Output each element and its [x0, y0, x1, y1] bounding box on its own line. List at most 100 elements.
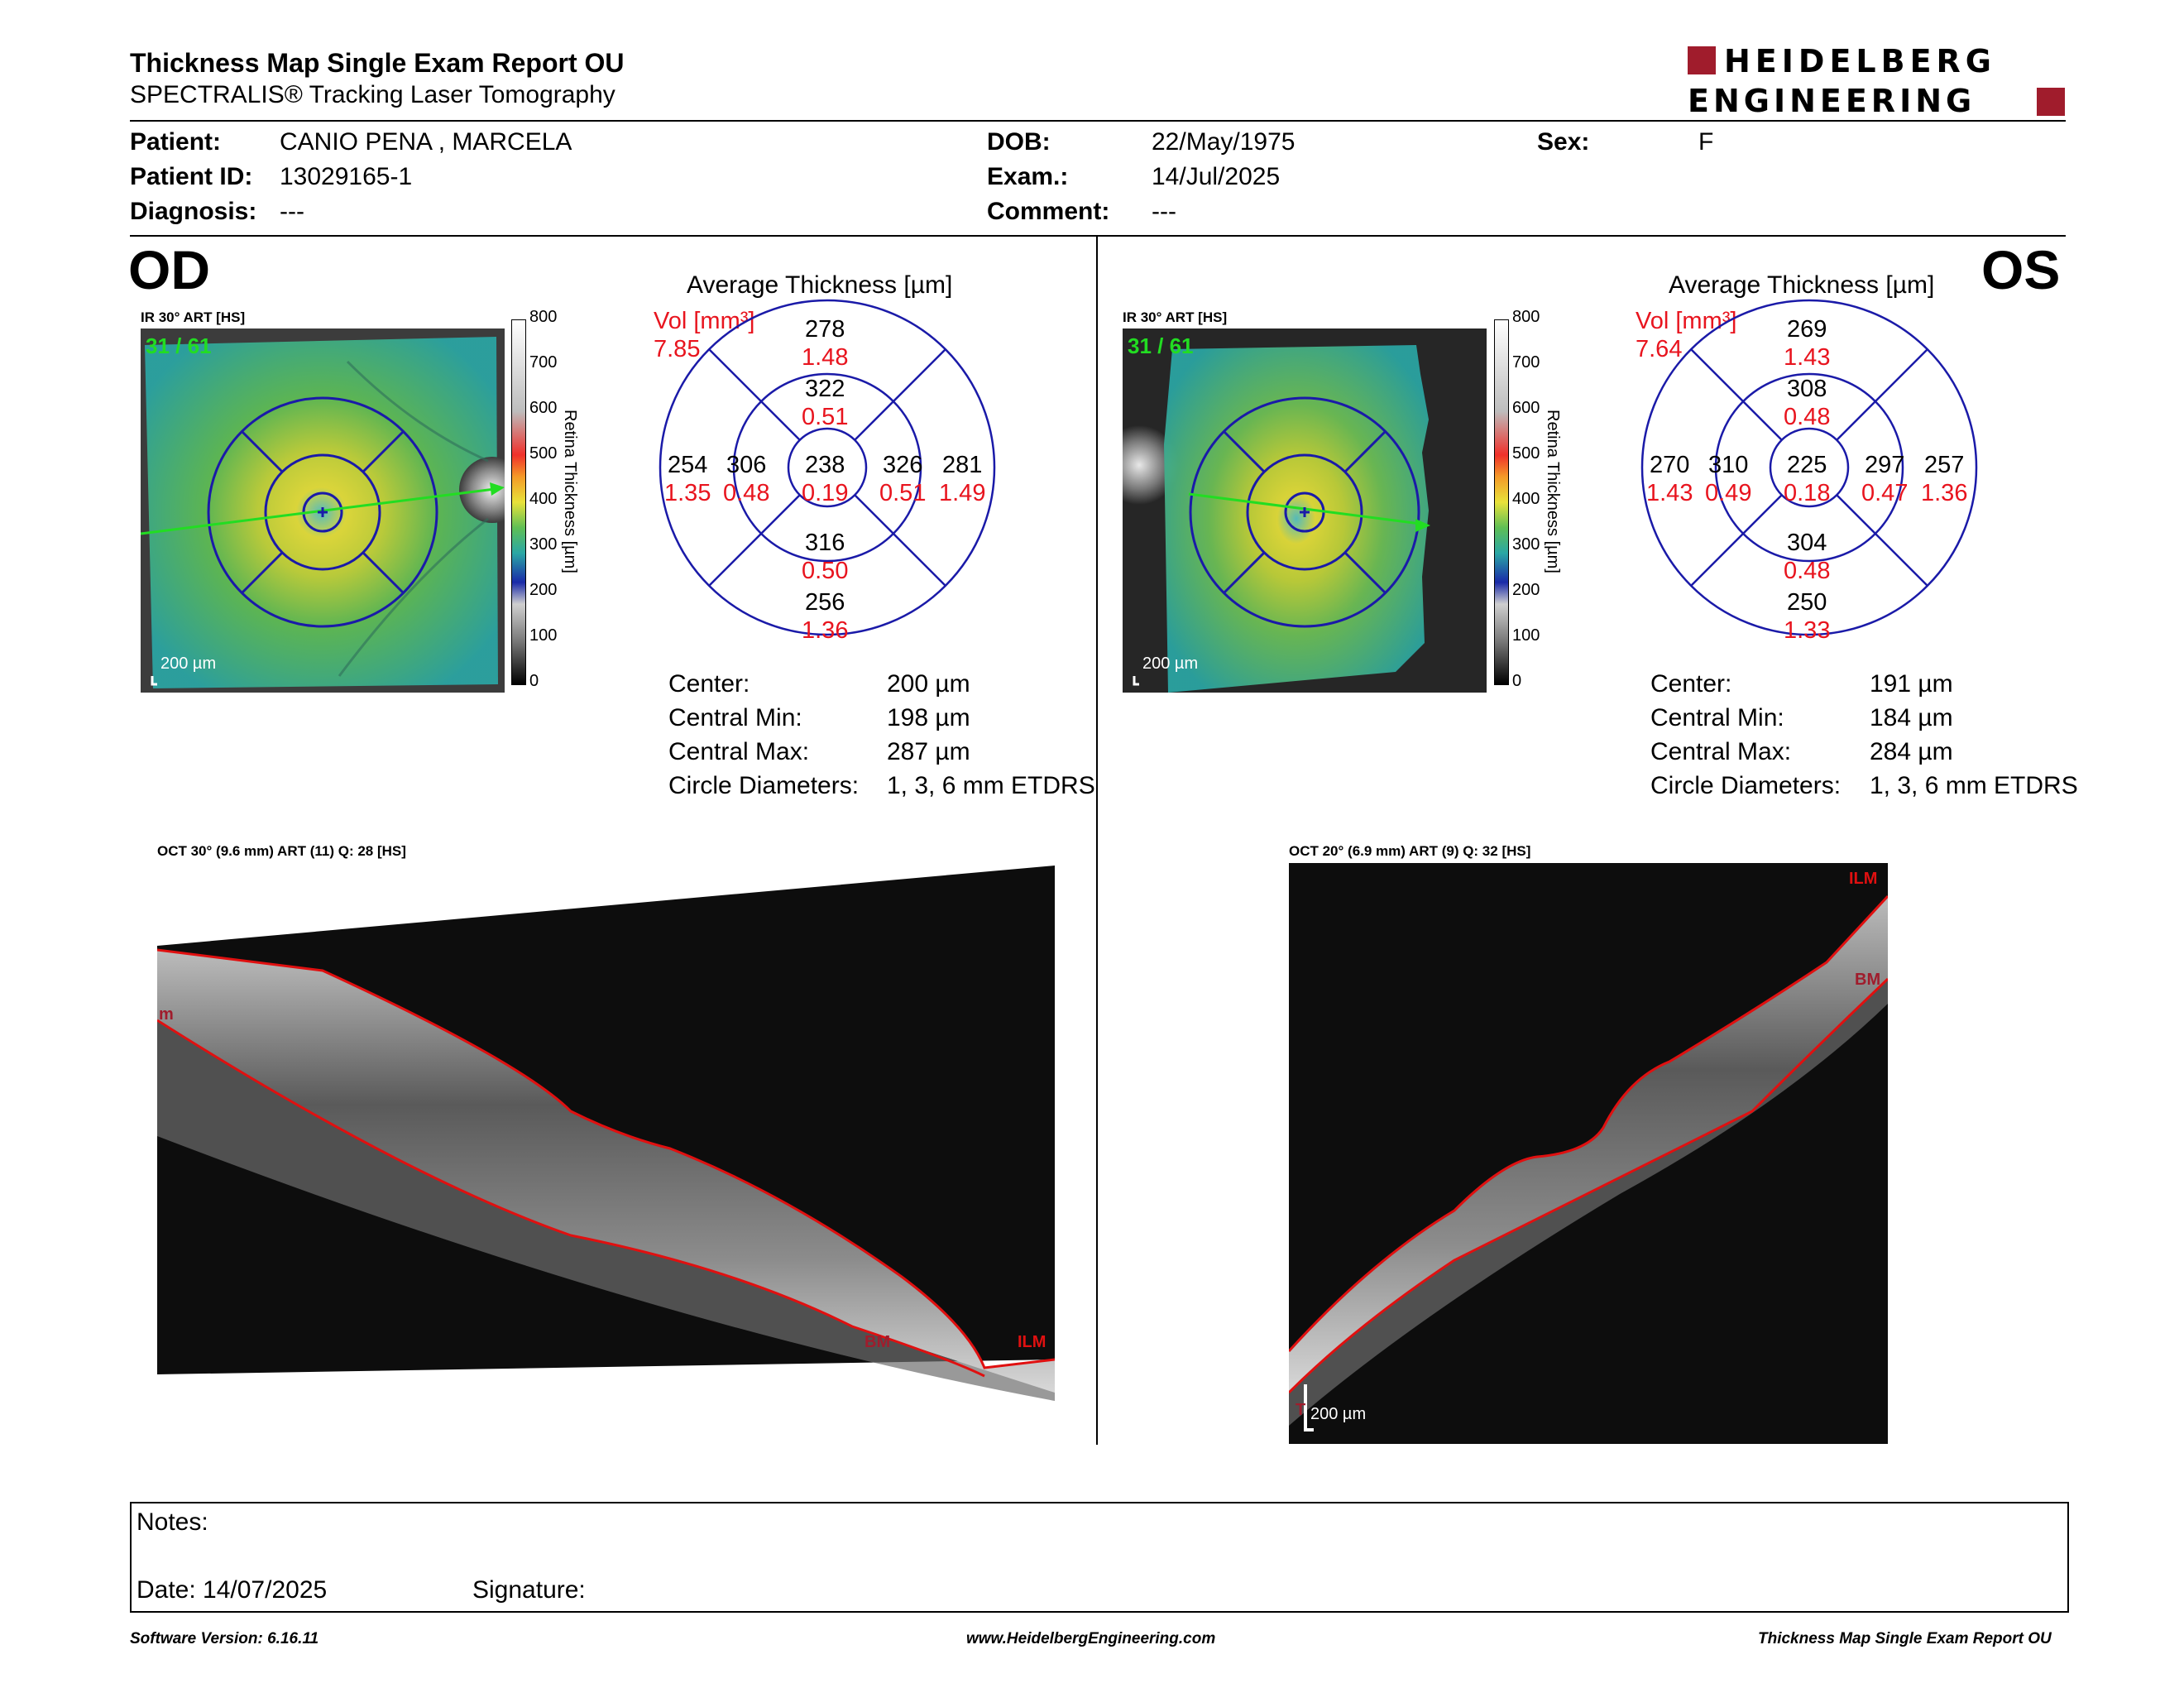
- od-etdrs-grid: 278 1.48 322 0.51 254 1.35 306 0.48 238 …: [658, 298, 997, 644]
- dob-value: 22/May/1975: [1152, 128, 1296, 156]
- od-center-value: 200 µm: [887, 670, 970, 698]
- od-etdrs-title: Average Thickness [µm]: [687, 271, 953, 299]
- os-tick: 200: [1512, 581, 1540, 599]
- od-inner-superior-thickness: 322: [805, 376, 845, 402]
- os-inner-right-volume: 0.47: [1861, 480, 1909, 506]
- os-inner-superior-volume: 0.48: [1784, 404, 1831, 430]
- od-center-volume: 0.19: [802, 480, 849, 506]
- od-inner-left-volume: 0.48: [723, 480, 770, 506]
- os-tick: 800: [1512, 308, 1540, 326]
- od-left-edge-label: m: [159, 1005, 174, 1024]
- os-vol-total: 7.64: [1636, 336, 1683, 362]
- od-oct-scale: 200 µm: [177, 1405, 233, 1423]
- od-vol-label: Vol [mm³]: [654, 308, 755, 334]
- os-etdrs-grid: 269 1.43 308 0.48 270 1.43 310 0.49 225 …: [1640, 298, 1979, 644]
- sex-label: Sex:: [1537, 128, 1590, 156]
- od-eye-label: OD: [128, 239, 210, 300]
- os-colorbar: [1494, 319, 1509, 685]
- signature-label: Signature:: [472, 1576, 586, 1604]
- diagnosis-value: ---: [280, 198, 304, 225]
- report-title: Thickness Map Single Exam Report OU: [130, 48, 625, 78]
- os-left-edge-label: T: [1296, 1401, 1306, 1419]
- sex-value: F: [1698, 128, 1714, 156]
- os-center-thickness: 225: [1787, 452, 1827, 478]
- os-outer-right-thickness: 257: [1924, 452, 1965, 478]
- os-tick: 0: [1512, 672, 1522, 690]
- od-scale-label: 200 µm: [160, 655, 217, 673]
- od-max-label: Central Max:: [668, 738, 810, 765]
- os-oct-label: OCT 20° (6.9 mm) ART (9) Q: 32 [HS]: [1289, 843, 1531, 859]
- os-diam-value: 1, 3, 6 mm ETDRS: [1870, 772, 2078, 799]
- os-inner-superior-thickness: 308: [1787, 376, 1827, 402]
- exam-label: Exam.:: [987, 163, 1069, 190]
- od-outer-right-thickness: 281: [942, 452, 983, 478]
- patient-divider: [130, 235, 2066, 237]
- os-scale-label: 200 µm: [1142, 655, 1199, 673]
- od-max-value: 287 µm: [887, 738, 970, 765]
- eye-divider: [1096, 237, 1098, 1445]
- od-vol-total: 7.85: [654, 336, 701, 362]
- od-ilm-label: ILM: [1018, 1333, 1046, 1351]
- os-outer-superior-volume: 1.43: [1784, 344, 1831, 371]
- od-inner-inferior-volume: 0.50: [802, 558, 849, 584]
- patient-label: Patient:: [130, 128, 222, 156]
- os-ir-label: IR 30° ART [HS]: [1123, 309, 1228, 325]
- os-diam-label: Circle Diameters:: [1650, 772, 1842, 799]
- logo-graphic: [1688, 46, 2065, 116]
- os-center-volume: 0.18: [1784, 480, 1831, 506]
- od-center-thickness: 238: [805, 452, 845, 478]
- od-frames: 31 / 61: [146, 333, 212, 358]
- os-outer-right-volume: 1.36: [1921, 480, 1968, 506]
- os-center-value: 191 µm: [1870, 670, 1953, 698]
- od-tick: 500: [529, 444, 558, 463]
- od-ir-label: IR 30° ART [HS]: [141, 309, 246, 325]
- os-inner-left-volume: 0.49: [1705, 480, 1752, 506]
- diagnosis-label: Diagnosis:: [130, 198, 257, 225]
- os-colorbar-label: Retina Thickness [µm]: [1544, 410, 1562, 573]
- dob-label: DOB:: [987, 128, 1051, 156]
- os-outer-inferior-thickness: 250: [1787, 589, 1827, 616]
- heidelberg-logo: HEIDELBERG ENGINEERING: [1688, 43, 2068, 119]
- od-outer-inferior-thickness: 256: [805, 589, 845, 616]
- patient-name: CANIO PENA , MARCELA: [280, 128, 572, 156]
- od-tick: 300: [529, 535, 558, 554]
- header-divider: [130, 120, 2066, 122]
- od-diam-label: Circle Diameters:: [668, 772, 860, 799]
- os-thickness-map: [1123, 345, 1430, 693]
- od-tick: 400: [529, 490, 558, 508]
- od-colorbar-ticks: 800 700 600 500 400 300 200 100 0: [529, 308, 563, 697]
- os-outer-left-volume: 1.43: [1646, 480, 1693, 506]
- os-tick: 500: [1512, 444, 1540, 463]
- os-fundus-image: 31 / 61 200 µm: [1123, 328, 1487, 693]
- comment-label: Comment:: [987, 198, 1110, 225]
- os-etdrs-circles: [1640, 299, 1978, 636]
- od-tick: 200: [529, 581, 558, 599]
- od-tick: 700: [529, 353, 558, 372]
- os-outer-left-thickness: 270: [1650, 452, 1690, 478]
- os-inner-left-thickness: 310: [1708, 452, 1749, 478]
- os-center-label: Center:: [1650, 670, 1732, 698]
- od-colorbar-label: Retina Thickness [µm]: [561, 410, 579, 573]
- od-thickness-map: [141, 337, 505, 688]
- od-oct-label: OCT 30° (9.6 mm) ART (11) Q: 28 [HS]: [157, 843, 406, 859]
- od-inner-right-thickness: 326: [883, 452, 923, 478]
- os-max-value: 284 µm: [1870, 738, 1953, 765]
- od-inner-superior-volume: 0.51: [802, 404, 849, 430]
- patient-id: 13029165-1: [280, 163, 413, 190]
- od-outer-left-volume: 1.35: [664, 480, 711, 506]
- od-min-value: 198 µm: [887, 704, 970, 731]
- logo-line1: HEIDELBERG: [1724, 43, 1996, 79]
- od-outer-superior-volume: 1.48: [802, 344, 849, 371]
- os-outer-superior-thickness: 269: [1787, 316, 1827, 343]
- os-tick: 400: [1512, 490, 1540, 508]
- comment-value: ---: [1152, 198, 1176, 225]
- notes-box[interactable]: Notes: Date: 14/07/2025 Signature:: [130, 1502, 2069, 1613]
- od-etdrs-circles: [659, 299, 996, 636]
- od-colorbar: [511, 319, 526, 685]
- os-bm-label: BM: [1855, 971, 1881, 989]
- os-eye-label: OS: [1981, 239, 2061, 300]
- os-inner-inferior-volume: 0.48: [1784, 558, 1831, 584]
- od-center-label: Center:: [668, 670, 750, 698]
- website-link[interactable]: www.HeidelbergEngineering.com: [966, 1630, 1216, 1647]
- os-inner-inferior-thickness: 304: [1787, 530, 1827, 556]
